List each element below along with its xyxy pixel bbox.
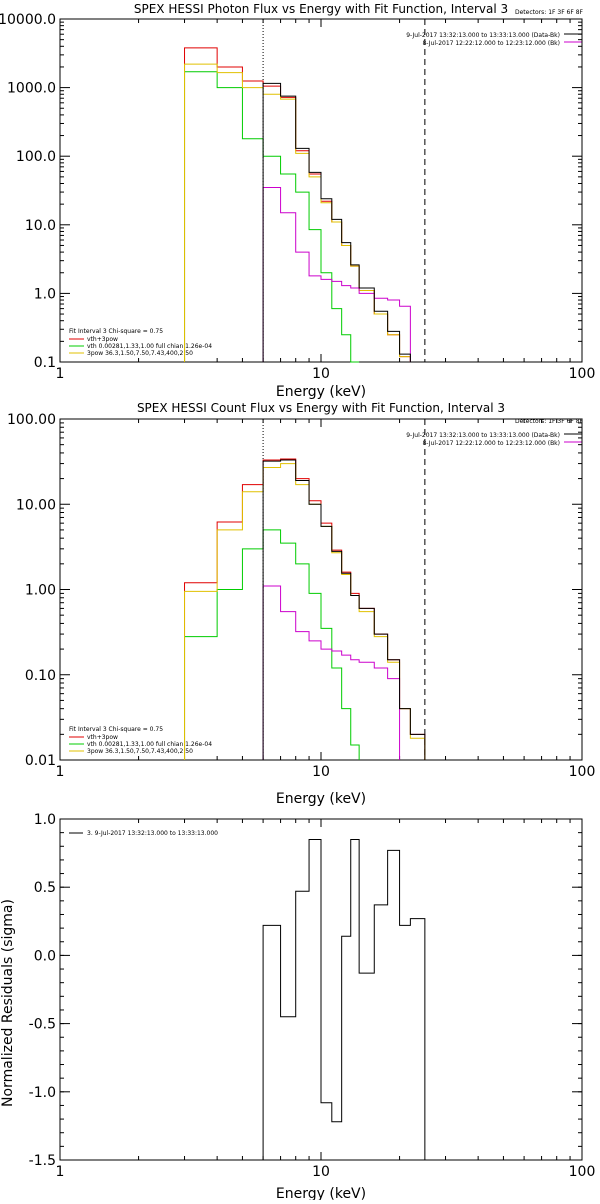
panel1-ytick-label: 10000.0 — [0, 12, 56, 28]
panel3-ytick-label: -1.5 — [29, 1153, 56, 1169]
panel2-series-vth-0-00281-1-33-1-00-full-chian-1-26e-0 — [184, 529, 360, 760]
panel1-bk-label: 8-Jul-2017 12:22:12.000 to 12:23:12.000 … — [422, 40, 560, 47]
panel3-ytick-label: 1.0 — [34, 812, 56, 828]
panel1-ytick-label: 0.1 — [34, 355, 56, 371]
panel2-xtick-label: 1 — [56, 764, 65, 780]
panel2-bk-label: 8-Jul-2017 12:22:12.000 to 12:23:12.000 … — [422, 440, 560, 447]
panel3-ytick-label: 0.0 — [34, 948, 56, 964]
panel1-plot: 1 10 100 0.1 1.0 10.0 100.0 1000.0 10000.0 — [0, 12, 595, 382]
panel1-series-vth-3pow — [184, 47, 411, 362]
panel2-ytick-label: 0.10 — [25, 668, 56, 684]
panel1-ytick-label: 10.0 — [25, 218, 56, 234]
panel2-ytick-label: 10.00 — [16, 497, 56, 513]
panel1-detectors: Detectors: 1F 3F 6F 8F — [515, 9, 584, 16]
panel3-plot: 1 10 100 -1.5 -1.0 -0.5 0.0 0.5 1.0 — [29, 812, 596, 1180]
panel2-series-vth-3pow — [184, 458, 426, 760]
panel1-fn2-label: vth 0.00281,1.33,1.00 full chian 1.26e-0… — [87, 343, 212, 350]
panel3-xtick-label: 10 — [312, 1164, 330, 1180]
panel2-series-9-jul-2017-13-32-13-000-to-13-33-13-000- — [262, 459, 426, 760]
panel2-axes-box — [59, 418, 583, 761]
panel1-data-label: 9-Jul-2017 13:32:13.000 to 13:33:13.000 … — [406, 32, 560, 39]
panel2-series-3pow-36-3-1-50-7-50-7-43-400-2-50 — [184, 463, 426, 760]
panel1-fit-info: Fit Interval 3 Chi-square = 0.75 — [69, 328, 163, 335]
panel1-xtick-label: 1 — [56, 366, 65, 382]
panel2-detectors: Detectors: 1F 3F 6F 8F — [515, 418, 584, 425]
panel2-series-8-jul-2017-12-22-12-000-to-12-23-12-000- — [262, 585, 401, 760]
panel2-fn1-label: vth+3pow — [87, 734, 118, 741]
panel1-ytick-label: 100.0 — [16, 149, 56, 165]
panel3-series-3-9-jul-2017-13-32-13-000-to-13-33-13-00 — [262, 838, 426, 1160]
panel3-xlabel: Energy (keV) — [276, 1186, 366, 1200]
panel2-xlabel: Energy (keV) — [276, 791, 366, 807]
panel2-fn2-label: vth 0.00281,1.33,1.00 full chian 1.26e-0… — [87, 741, 212, 748]
panel3-xtick-label: 1 — [56, 1164, 65, 1180]
panel3-ytick-label: -0.5 — [29, 1017, 56, 1033]
panel3-xtick-label: 100 — [569, 1164, 596, 1180]
panel2-plot: 1 10 100 0.01 0.10 1.00 10.00 100.00 — [7, 412, 595, 780]
panel2-xtick-label: 100 — [569, 764, 596, 780]
panel1-series-vth-0-00281-1-33-1-00-full-chian-1-26e-0 — [184, 71, 360, 363]
panel3-ytick-label: -1.0 — [29, 1085, 56, 1101]
panel1-series-8-jul-2017-12-22-12-000-to-12-23-12-000- — [262, 186, 411, 362]
panel1-xtick-label: 100 — [569, 366, 596, 382]
panel1-fn3-label: 3pow 36.3,1.50,7.50,7.43,400,2.50 — [87, 350, 193, 357]
panel1-series-9-jul-2017-13-32-13-000-to-13-33-13-000- — [262, 82, 411, 362]
panel1-fn1-label: vth+3pow — [87, 336, 118, 343]
panel1-xtick-label: 10 — [312, 366, 330, 382]
panel1-xlabel: Energy (keV) — [276, 384, 366, 400]
panel2-ytick-label: 0.01 — [25, 753, 56, 769]
panel1-title: SPEX HESSI Photon Flux vs Energy with Fi… — [134, 2, 508, 16]
panel2-xtick-label: 10 — [312, 764, 330, 780]
panel2-ytick-label: 100.00 — [7, 412, 56, 428]
panel3-legend-label: 3. 9-Jul-2017 13:32:13.000 to 13:33:13.0… — [87, 830, 218, 837]
panel1-ytick-label: 1.0 — [34, 286, 56, 302]
panel1-series-3pow-36-3-1-50-7-50-7-43-400-2-50 — [184, 63, 411, 362]
panel2-ytick-label: 1.00 — [25, 583, 56, 599]
panel3-ylabel: Normalized Residuals (sigma) — [0, 899, 16, 1107]
panel2-data-label: 9-Jul-2017 13:32:13.000 to 13:33:13.000 … — [406, 432, 560, 439]
panel3-ytick-label: 0.5 — [34, 880, 56, 896]
panel2-title: SPEX HESSI Count Flux vs Energy with Fit… — [137, 401, 505, 415]
panel2-fn3-label: 3pow 36.3,1.50,7.50,7.43,400,2.50 — [87, 748, 193, 755]
panel1-ytick-label: 1000.0 — [7, 81, 56, 97]
panel2-fit-info: Fit Interval 3 Chi-square = 0.75 — [69, 726, 163, 733]
